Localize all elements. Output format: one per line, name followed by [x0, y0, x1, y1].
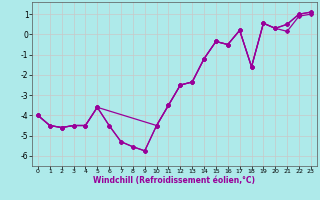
X-axis label: Windchill (Refroidissement éolien,°C): Windchill (Refroidissement éolien,°C)	[93, 176, 255, 185]
